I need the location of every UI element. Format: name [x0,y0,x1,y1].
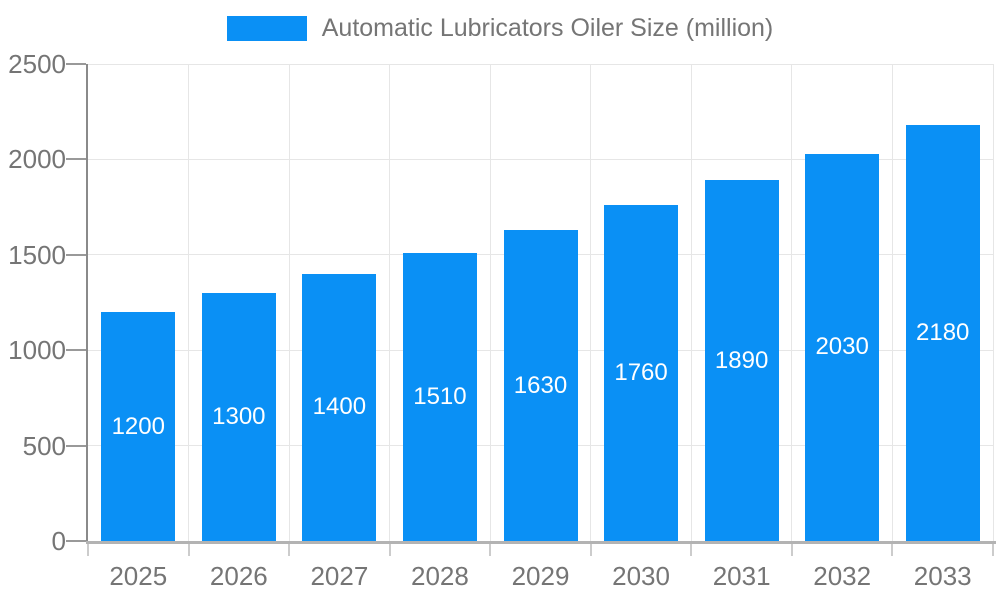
bar-2030: 1760 [604,205,679,541]
y-axis-tick-label: 2000 [8,144,66,175]
bar-2027: 1400 [302,273,377,541]
x-gridline [992,64,994,541]
x-tick [690,544,693,556]
x-axis-tick-label: 2033 [913,561,972,591]
x-gridline [590,64,592,541]
x-tick [489,544,492,556]
bar-value-label: 1890 [714,346,769,374]
x-gridline [489,64,491,541]
x-tick [790,544,793,556]
bar-value-label: 2180 [916,319,970,347]
legend-label: Automatic Lubricators Oiler Size (millio… [321,14,774,42]
bar-value-label: 1630 [513,371,568,399]
bar-value-label: 1760 [614,359,668,387]
y-tick [66,444,86,447]
bar-value-label: 2030 [815,333,869,361]
y-tick [66,253,86,256]
bar-value-label: 1300 [212,402,266,430]
legend[interactable]: Automatic Lubricators Oiler Size (millio… [0,14,1000,43]
x-gridline [891,64,893,541]
x-gridline [690,64,692,541]
x-tick [992,544,994,556]
bar-2028: 1510 [402,252,477,541]
y-gridline [88,63,993,65]
x-axis-line [86,541,996,544]
bar-2032: 2030 [805,153,880,541]
y-axis-tick-label: 0 [51,526,66,556]
y-gridline [88,158,993,160]
x-gridline [791,64,793,541]
bar-2031: 1890 [704,180,779,541]
x-axis-tick-label: 2031 [712,561,771,591]
y-axis-tick-label: 1000 [8,335,66,366]
legend-swatch [226,16,307,41]
x-gridline [188,64,190,541]
x-axis-tick-label: 2027 [310,561,369,591]
x-tick [388,544,391,556]
bar-2029: 1630 [503,230,578,541]
y-tick [66,540,86,542]
x-tick [187,544,190,556]
x-tick [891,544,894,556]
y-tick [66,158,86,161]
x-tick [87,544,89,556]
bar-value-label: 1510 [413,382,467,410]
bar-value-label: 1400 [312,393,367,421]
bar-2033: 2180 [905,125,980,541]
y-axis-line [86,64,88,543]
x-gridline [389,64,391,541]
bar-2025: 1200 [101,312,176,541]
plot-area: 1200 1300 1400 1510 1630 1760 1890 2030 2180 [66,63,996,556]
x-tick [589,544,592,556]
bar-2026: 1300 [201,292,276,541]
y-tick [66,349,86,352]
x-axis-tick-label: 2026 [209,561,268,591]
x-axis-tick-label: 2028 [411,561,469,591]
x-axis-tick-label: 2025 [109,561,168,591]
y-tick [66,63,86,65]
x-axis-tick-label: 2032 [813,561,872,591]
x-tick [288,544,291,556]
x-gridline [288,64,290,541]
x-axis-tick-label: 2030 [612,561,670,591]
x-axis-tick-label: 2029 [511,561,570,591]
y-axis-tick-label: 1500 [8,239,66,270]
y-axis-tick-label: 2500 [8,49,66,79]
y-axis-tick-label: 500 [22,430,66,461]
bar-value-label: 1200 [111,412,165,440]
